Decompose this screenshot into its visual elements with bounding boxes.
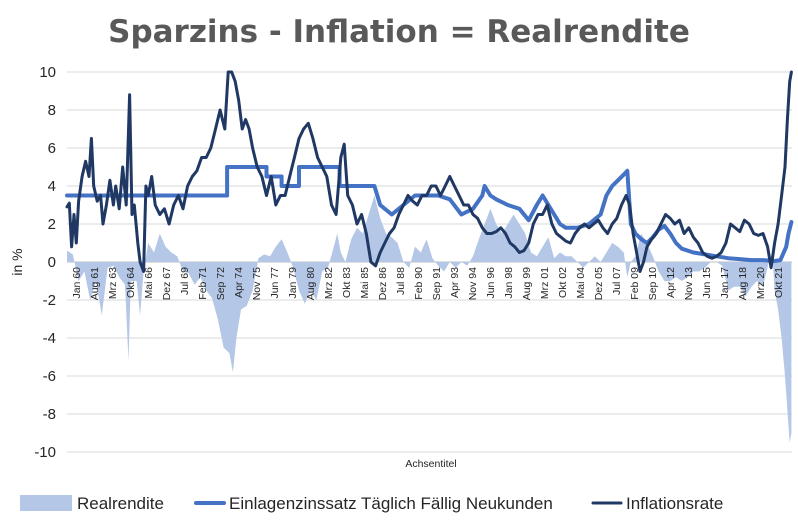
- x-tick-label: Mrz 01: [539, 267, 551, 299]
- x-tick-label: Jun 96: [485, 267, 497, 299]
- x-tick-label: Feb 09: [629, 267, 641, 300]
- x-tick-label: Okt 64: [125, 267, 137, 298]
- y-axis: -10 -8 -6 -4 -2 0 2 4 6 8 10: [34, 64, 56, 461]
- x-tick-label: Okt 21: [773, 267, 785, 298]
- x-tick-label: Aug 80: [305, 267, 317, 300]
- legend: Realrendite Einlagenzinssatz Täglich Fäll…: [20, 494, 723, 513]
- series-line-einlagenzins: [65, 165, 794, 263]
- x-tick-label: Mai 04: [575, 267, 587, 299]
- x-tick-label: Jun 15: [701, 267, 713, 299]
- x-tick-label: Sep 91: [431, 267, 443, 300]
- x-tick-label: Jun 77: [269, 267, 281, 299]
- series-lines: [65, 70, 794, 273]
- x-tick-label: Aug 61: [89, 267, 101, 300]
- x-tick-label: Dez 05: [593, 267, 605, 300]
- legend-label: Realrendite: [77, 494, 164, 513]
- y-tick-label: -4: [43, 330, 56, 347]
- x-tick-label: Okt 83: [341, 267, 353, 298]
- x-tick-label: Jul 07: [611, 267, 623, 295]
- x-tick-label: Mai 66: [143, 267, 155, 299]
- y-tick-label: 6: [48, 140, 56, 157]
- x-tick-label: Jan 79: [287, 267, 299, 299]
- y-tick-label: 4: [48, 178, 56, 195]
- plot-area: [67, 195, 792, 443]
- x-tick-label: Sep 72: [215, 267, 227, 300]
- series-area-realrendite: [67, 195, 792, 443]
- x-tick-label: Aug 18: [737, 267, 749, 300]
- x-tick-label: Mrz 63: [107, 267, 119, 299]
- y-tick-label: -8: [43, 406, 56, 423]
- x-tick-label: Aug 99: [521, 267, 533, 300]
- y-axis-title: in %: [9, 248, 25, 275]
- x-tick-label: Nov 13: [683, 267, 695, 300]
- x-tick-label: Feb 71: [197, 267, 209, 300]
- y-tick-label: 10: [39, 64, 56, 81]
- x-tick-label: Nov 75: [251, 267, 263, 300]
- y-tick-label: -6: [43, 368, 56, 385]
- y-tick-label: -10: [34, 444, 56, 461]
- x-axis-title: Achsentitel: [405, 458, 456, 470]
- x-axis: Jan 60 Aug 61 Mrz 63 Okt 64 Mai 66 Dez 67 Jul …: [71, 267, 785, 300]
- x-tick-label: Jan 60: [71, 267, 83, 299]
- y-tick-label: 2: [48, 216, 56, 233]
- x-tick-label: Dez 86: [377, 267, 389, 300]
- y-tick-label: 8: [48, 102, 56, 119]
- x-tick-label: Apr 74: [233, 267, 245, 298]
- x-tick-label: Jan 17: [719, 267, 731, 299]
- x-tick-label: Mai 85: [359, 267, 371, 299]
- x-tick-label: Feb 90: [413, 267, 425, 300]
- y-tick-label: -2: [43, 292, 56, 309]
- x-tick-label: Jan 98: [503, 267, 515, 299]
- series-line-inflationsrate: [65, 70, 793, 273]
- x-tick-label: Mrz 82: [323, 267, 335, 299]
- legend-label: Einlagenzinssatz Täglich Fällig Neukunde…: [229, 494, 553, 513]
- legend-swatch-realrendite: [20, 495, 72, 511]
- x-tick-label: Dez 67: [161, 267, 173, 300]
- y-tick-label: 0: [48, 254, 56, 271]
- chart-title: Sparzins - Inflation = Realrendite: [108, 14, 690, 50]
- x-tick-label: Mrz 20: [755, 267, 767, 299]
- x-tick-label: Nov 94: [467, 267, 479, 300]
- x-tick-label: Apr 93: [449, 267, 461, 298]
- legend-label: Inflationsrate: [626, 494, 723, 513]
- x-tick-label: Jul 69: [179, 267, 191, 295]
- x-tick-label: Apr 12: [665, 267, 677, 298]
- x-tick-label: Jul 88: [395, 267, 407, 295]
- x-tick-label: Sep 10: [647, 267, 659, 300]
- x-tick-label: Okt 02: [557, 267, 569, 298]
